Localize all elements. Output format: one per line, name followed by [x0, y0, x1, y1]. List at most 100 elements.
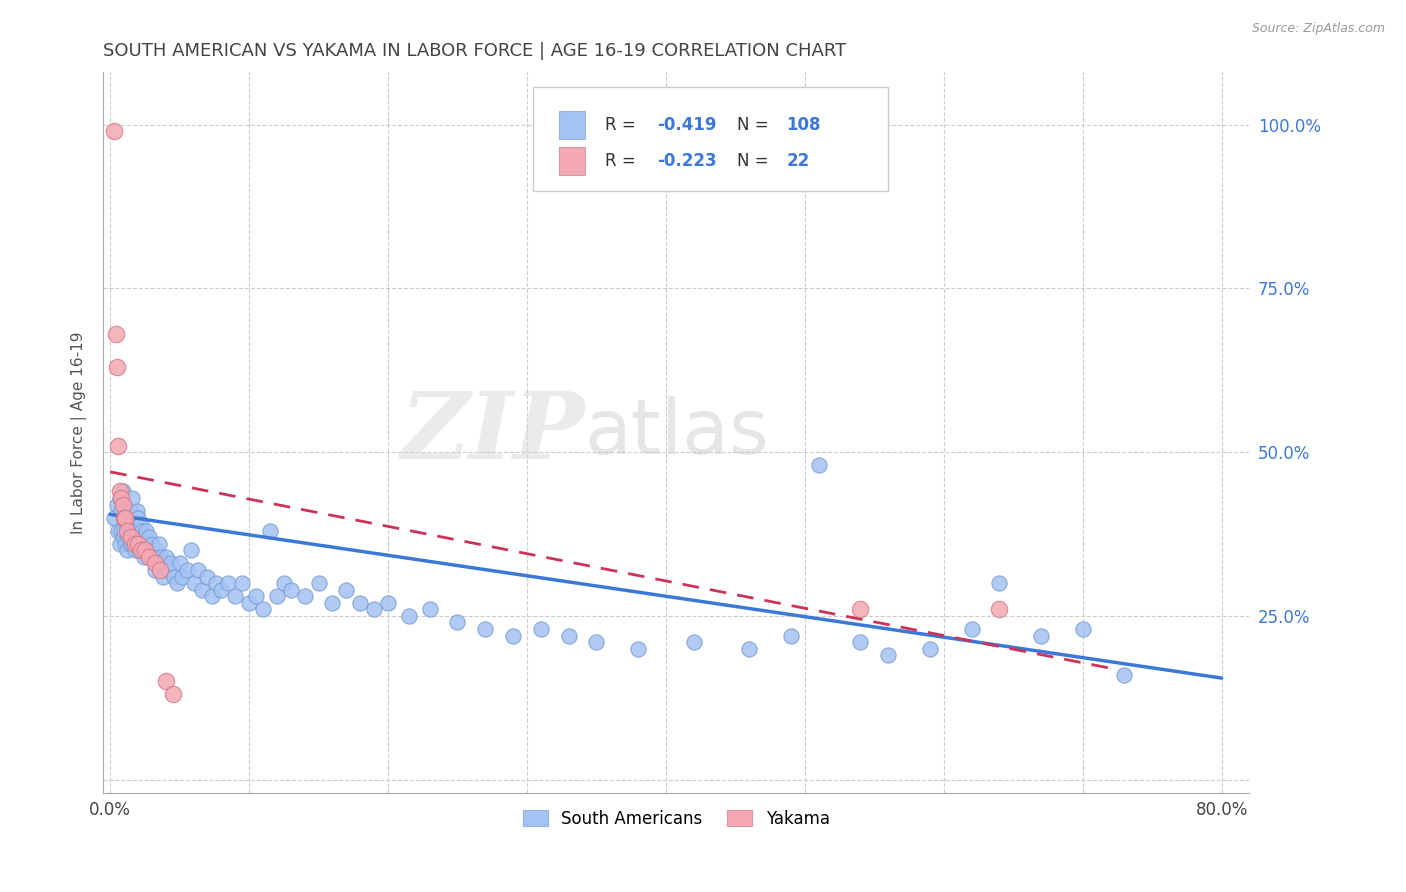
Point [139, 549, 162, 564]
Point [135, 524, 157, 538]
Point [273, 576, 295, 591]
Point [125, 504, 148, 518]
Point [142, 549, 165, 564]
Legend: South Americans, Yakama: South Americans, Yakama [516, 804, 837, 835]
Point [259, 524, 281, 538]
Point [134, 537, 156, 551]
Point [224, 589, 246, 603]
Point [209, 582, 232, 597]
Point [169, 557, 191, 571]
Text: -0.419: -0.419 [657, 116, 716, 134]
Point [280, 582, 302, 597]
Text: N =: N = [737, 116, 773, 134]
Text: -0.223: -0.223 [657, 152, 717, 170]
Point [172, 569, 194, 583]
Point [446, 615, 468, 630]
Text: 22: 22 [786, 152, 810, 170]
Point [148, 537, 170, 551]
FancyBboxPatch shape [533, 87, 889, 191]
Point [118, 517, 141, 532]
Point [127, 537, 149, 551]
Point [155, 549, 177, 564]
Point [143, 557, 166, 571]
Point [108, 484, 131, 499]
Point [127, 510, 149, 524]
Point [114, 510, 136, 524]
Point [149, 549, 172, 564]
Point [252, 602, 274, 616]
Point [121, 537, 143, 551]
Point [105, 498, 128, 512]
Point [335, 582, 357, 597]
Point [152, 569, 174, 583]
Point [107, 439, 129, 453]
Point [132, 549, 155, 564]
Point [877, 648, 900, 662]
Point [502, 628, 524, 642]
Point [150, 557, 173, 571]
Point [114, 537, 136, 551]
Point [988, 602, 1011, 616]
Point [107, 524, 129, 538]
Point [111, 530, 134, 544]
Text: N =: N = [737, 152, 773, 170]
Point [377, 596, 399, 610]
Point [128, 543, 150, 558]
Point [780, 628, 803, 642]
Point [124, 517, 146, 532]
Point [124, 543, 146, 558]
Point [138, 530, 160, 544]
Point [115, 504, 138, 518]
Text: Source: ZipAtlas.com: Source: ZipAtlas.com [1251, 22, 1385, 36]
Point [627, 641, 650, 656]
Point [143, 563, 166, 577]
Point [145, 543, 167, 558]
Point [176, 563, 198, 577]
Point [530, 622, 553, 636]
Point [166, 576, 188, 591]
Point [180, 543, 202, 558]
Point [217, 576, 239, 591]
Point [918, 641, 941, 656]
Point [110, 524, 132, 538]
Point [849, 635, 872, 649]
Point [125, 524, 148, 538]
Point [129, 543, 152, 558]
Point [398, 608, 420, 623]
Point [129, 537, 152, 551]
Point [585, 635, 607, 649]
Point [321, 596, 343, 610]
Point [738, 641, 761, 656]
Point [308, 576, 330, 591]
Point [238, 596, 260, 610]
Point [191, 582, 214, 597]
Point [136, 543, 159, 558]
Point [111, 498, 134, 512]
Point [204, 576, 226, 591]
Point [1114, 668, 1136, 682]
Point [120, 504, 142, 518]
Point [1071, 622, 1094, 636]
Text: R =: R = [605, 116, 641, 134]
Point [117, 530, 139, 544]
Point [162, 688, 184, 702]
Point [988, 576, 1011, 591]
Point [121, 491, 143, 505]
Point [163, 569, 186, 583]
Point [112, 524, 135, 538]
Point [110, 491, 132, 505]
Point [363, 602, 385, 616]
Point [141, 537, 163, 551]
Point [682, 635, 704, 649]
Point [200, 589, 222, 603]
Point [146, 557, 169, 571]
Point [129, 517, 152, 532]
Point [115, 524, 138, 538]
Point [187, 563, 209, 577]
Point [105, 360, 128, 375]
Point [474, 622, 496, 636]
Point [128, 524, 150, 538]
Text: R =: R = [605, 152, 641, 170]
Point [112, 510, 135, 524]
Point [349, 596, 371, 610]
